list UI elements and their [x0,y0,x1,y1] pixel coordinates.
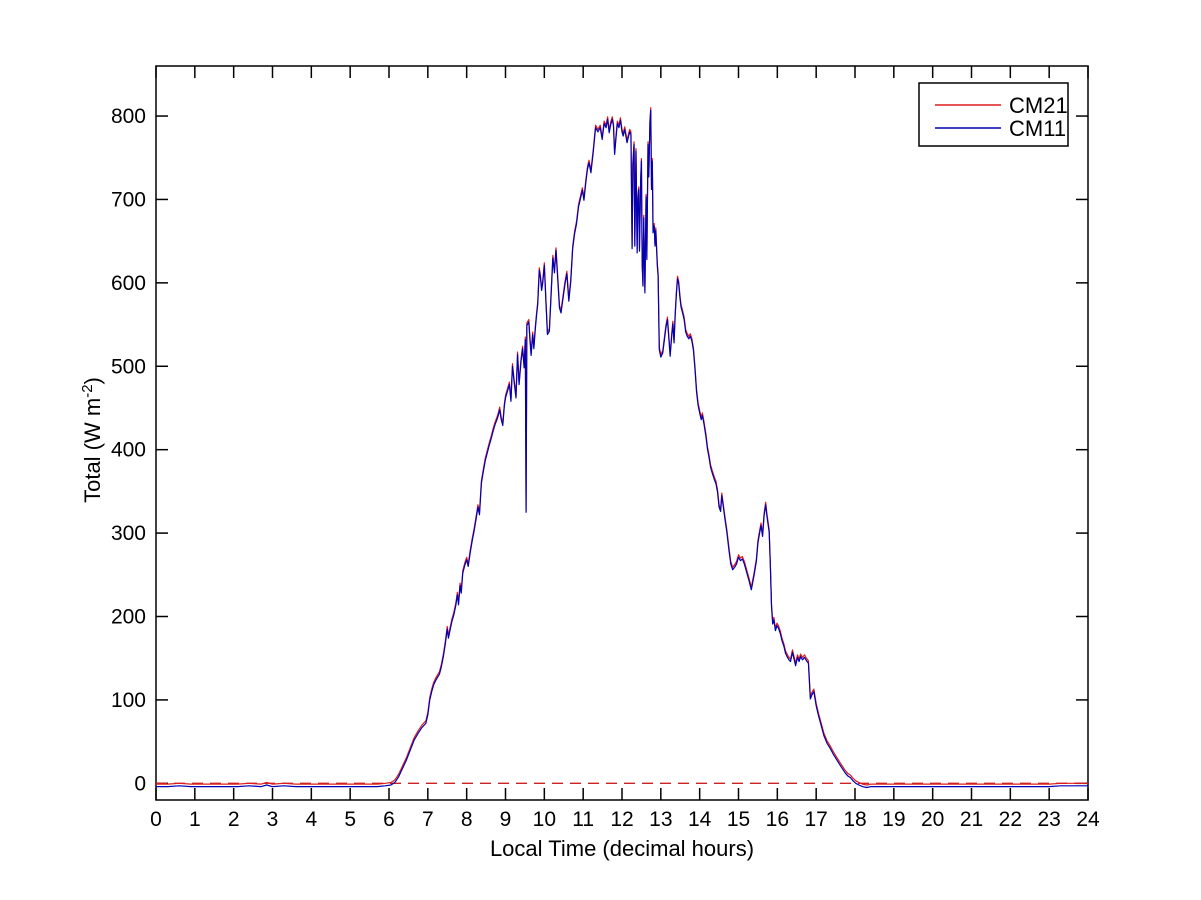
tick-labels: 0 1 2 3 4 5 6 7 8 9 10 11 12 13 14 15 16 17 18 19 20 21 22 23 24… [111,105,1100,831]
legend-box [918,82,1069,147]
y-tick-label: 0 [134,772,146,795]
x-tick-label: 5 [344,808,356,831]
cm21-line [156,107,1088,786]
legend-label-cm21: CM21 [1009,93,1068,118]
data-series [156,107,1088,789]
x-tick-label: 3 [267,808,279,831]
x-tick-label: 0 [150,808,162,831]
x-tick-label: 24 [1076,808,1100,831]
x-tick-label: 16 [766,808,789,831]
x-tick-label: 18 [843,808,866,831]
y-tick-label: 500 [111,355,146,378]
plot-border [155,65,1089,801]
x-tick-label: 20 [921,808,944,831]
y-tick-label: 800 [111,105,146,128]
y-axis-label: Total (W m-2) [79,377,105,503]
x-tick-label: 19 [882,808,905,831]
x-tick-label: 7 [422,808,434,831]
x-tick-label: 12 [610,808,633,831]
x-tick-label: 9 [500,808,512,831]
x-tick-label: 21 [960,808,983,831]
x-tick-label: 1 [189,808,201,831]
x-tick-label: 8 [461,808,473,831]
x-tick-label: 15 [727,808,750,831]
y-tick-label: 600 [111,272,146,295]
y-tick-label: 700 [111,188,146,211]
x-tick-label: 23 [1037,808,1060,831]
x-tick-label: 11 [572,808,594,831]
y-tick-label: 300 [111,522,146,545]
y-tick-label: 100 [111,689,146,712]
y-tick-label: 400 [111,439,146,462]
x-tick-label: 10 [533,808,556,831]
y-tick-label: 200 [111,606,146,629]
legend-label-cm11: CM11 [1009,116,1066,141]
x-tick-label: 17 [804,808,827,831]
x-tick-label: 14 [688,808,712,831]
cm11-line [156,109,1088,789]
x-tick-label: 13 [649,808,672,831]
x-tick-label: 22 [999,808,1022,831]
axes-box [155,65,1089,801]
x-axis-label: Local Time (decimal hours) [490,836,754,861]
x-tick-label: 2 [228,808,240,831]
x-tick-label: 4 [305,808,317,831]
x-tick-label: 6 [383,808,395,831]
